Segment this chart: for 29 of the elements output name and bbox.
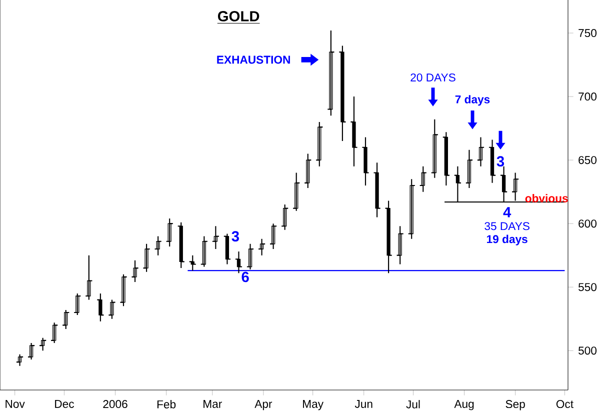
x-tick-label: Apr bbox=[254, 400, 272, 410]
annotation: 3 bbox=[232, 230, 239, 242]
y-tick-label: 700 bbox=[578, 92, 597, 100]
y-tick-label: 650 bbox=[578, 156, 597, 164]
annotation: EXHAUSTION bbox=[217, 56, 290, 64]
annotation: obvious bbox=[525, 194, 568, 202]
x-tick-label: Sep bbox=[506, 400, 525, 410]
x-tick-label: May bbox=[303, 400, 324, 410]
y-tick-label: 750 bbox=[578, 28, 597, 37]
annotation: 7 days bbox=[455, 94, 490, 106]
annotation: 35 DAYS bbox=[484, 222, 530, 230]
x-tick-label: Dec bbox=[55, 400, 74, 408]
x-tick-label: Jul bbox=[406, 400, 420, 408]
annotation: 6 bbox=[242, 272, 249, 282]
text: GOLD bbox=[218, 10, 260, 22]
x-tick-label: Nov bbox=[6, 400, 25, 408]
x-tick-label: 2006 bbox=[103, 400, 128, 408]
y-tick-label: 500 bbox=[578, 346, 597, 354]
x-tick-label: Jun bbox=[354, 400, 372, 408]
y-tick-label: 600 bbox=[578, 219, 597, 228]
annotation: 20 DAYS bbox=[410, 73, 456, 82]
annotation: 4 bbox=[503, 206, 512, 218]
x-tick-label: Aug bbox=[454, 400, 474, 410]
annotation: 19 days bbox=[487, 234, 528, 246]
y-tick-label: 550 bbox=[578, 282, 597, 291]
annotation: 3 bbox=[496, 156, 504, 166]
x-tick-label: Feb bbox=[157, 400, 176, 408]
x-tick-label: Oct bbox=[556, 400, 574, 408]
x-tick-label: Mar bbox=[204, 400, 222, 408]
